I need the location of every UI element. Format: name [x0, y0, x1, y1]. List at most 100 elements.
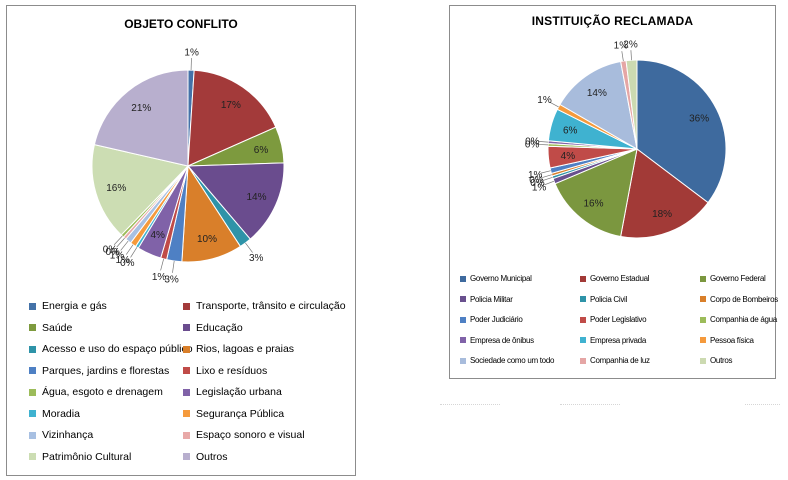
legend-label: Poder Judiciário — [470, 315, 523, 324]
legend-label: Companhia de água — [710, 315, 777, 324]
legend-label: Policia Civil — [590, 294, 627, 304]
legend-label: Companhia de luz — [590, 356, 650, 365]
leader-line — [172, 260, 175, 273]
legend-swatch — [183, 345, 190, 353]
slice-label: 14% — [587, 88, 607, 99]
legend-label: Outros — [710, 356, 733, 365]
leader-line — [540, 170, 551, 174]
slice-label: 36% — [689, 114, 709, 125]
legend-label: Transporte, trânsito e circulação — [196, 300, 346, 312]
legend-swatch — [183, 453, 190, 460]
chart-objeto-conflito: OBJETO CONFLITO 1% 17% 6% 14% 3% 10% 3% 1% 4% 0% 1… — [6, 5, 356, 476]
legend-swatch — [460, 275, 466, 282]
slice-label: 16% — [106, 183, 126, 194]
legend-item-governo-federal: Governo Federal — [700, 274, 766, 283]
slice-label: 0% — [530, 178, 545, 189]
pie-slice-sociedade-como-um-todo — [559, 60, 638, 150]
legend-swatch — [183, 324, 190, 331]
slice-label: 4% — [150, 230, 165, 241]
pie-slice-governo-municipal — [636, 59, 727, 204]
legend-swatch — [700, 296, 706, 302]
leader-line — [630, 50, 632, 61]
slice-label: 1% — [184, 48, 199, 59]
legend-swatch — [700, 275, 706, 282]
legend-swatch — [460, 316, 466, 323]
legend-label: Educação — [196, 321, 243, 334]
legend-item-companhia-de-agua: Companhia de água — [700, 315, 777, 324]
slice-label: 2% — [623, 40, 638, 51]
legend-swatch — [183, 388, 190, 396]
legend-swatch — [29, 302, 36, 310]
legend-item-moradia: Moradia — [29, 408, 80, 420]
legend-label: Empresa privada — [590, 335, 646, 345]
chart-title: OBJETO CONFLITO — [124, 17, 238, 31]
chart-instituicao-reclamada: INSTITUIÇÃO RECLAMADA 36% 18% 16% 1% 0% 0% 1% 4… — [449, 5, 778, 379]
slice-label: 6% — [254, 145, 269, 156]
slice-label: 0% — [529, 175, 544, 186]
slice-label: 4% — [561, 151, 576, 162]
legend-label: Parques, jardins e florestas — [42, 364, 170, 377]
slice-label: 0% — [525, 136, 540, 147]
legend-item-seguranca-publica: Segurança Pública — [183, 408, 284, 420]
legend-label: Empresa de ônibus — [470, 335, 534, 345]
legend-swatch — [700, 337, 706, 343]
leader-line — [113, 235, 123, 246]
legend-swatch — [183, 410, 190, 417]
legend-item-poder-judiciario: Poder Judiciário — [460, 315, 523, 324]
legend-swatch — [580, 357, 586, 364]
legend-item-companhia-de-luz: Companhia de luz — [580, 356, 650, 365]
legend-swatch — [580, 296, 586, 302]
legend-item-vizinhanca: Vizinhança — [29, 429, 93, 441]
legend-label: Água, esgoto e drenagem — [42, 386, 163, 398]
legend-label: Espaço sonoro e visual — [196, 429, 305, 441]
legend-item-acesso-e-uso-do-espaco-publico: Acesso e uso do espaço público — [29, 343, 193, 355]
legend-item-rios-lagoas-e-praias: Rios, lagoas e praias — [183, 343, 294, 355]
legend-swatch — [29, 453, 36, 460]
slice-label: 1% — [152, 272, 167, 283]
legend-swatch — [460, 357, 466, 364]
legend-item-saude: Saúde — [29, 322, 72, 334]
legend-label: Rios, lagoas e praias — [196, 343, 295, 355]
pie-slice-educacao — [186, 162, 285, 240]
legend-label: Governo Federal — [710, 274, 766, 283]
legend-label: Segurança Pública — [196, 407, 285, 420]
legend-swatch — [183, 302, 190, 310]
slice-label: 10% — [197, 234, 217, 245]
legend-item-lixo-e-residuos: Lixo e resíduos — [183, 365, 267, 377]
leader-line — [160, 258, 164, 271]
slice-label: 1% — [532, 182, 547, 193]
divider — [440, 404, 500, 406]
legend-item-espaco-sonoro-e-visual: Espaço sonoro e visual — [183, 429, 305, 441]
divider — [745, 404, 780, 406]
legend-item-agua-esgoto-e-drenagem: Água, esgoto e drenagem — [29, 386, 163, 398]
leader-line — [543, 176, 553, 181]
legend-item-patrimonio-cultural: Patrimônio Cultural — [29, 451, 131, 463]
leader-line — [245, 242, 253, 253]
legend-item-pessoa-fisica: Pessoa física — [700, 336, 754, 345]
leader-line — [542, 174, 552, 178]
legend-label: Governo Estadual — [590, 274, 650, 283]
legend-item-governo-estadual: Governo Estadual — [580, 274, 650, 283]
legend-label: Legislação urbana — [196, 386, 282, 398]
pie-slice-governo-estadual — [620, 148, 709, 239]
legend-item-corpo-de-bombeiros: Corpo de Bombeiros — [700, 295, 778, 304]
legend-item-policia-civil: Policia Civil — [580, 295, 627, 304]
legend-label: Vizinhança — [42, 429, 94, 441]
legend-item-outros: Outros — [700, 356, 733, 365]
leader-line — [125, 244, 134, 255]
pie-slice-governo-federal — [554, 148, 638, 238]
legend-label: Moradia — [42, 407, 80, 420]
slice-label: 0% — [103, 245, 118, 256]
slice-label: 18% — [652, 209, 672, 220]
legend-item-sociedade-como-um-todo: Sociedade como um todo — [460, 356, 554, 365]
slice-label: 0% — [105, 247, 120, 258]
leader-line — [544, 180, 555, 186]
legend-item-educacao: Educação — [183, 322, 243, 334]
slice-label: 1% — [116, 255, 131, 266]
pie-instituicao-reclamada: 36%18%16%1%0%0%1%4%0%0%6%1%14%1%2% — [525, 40, 727, 239]
legend-swatch — [29, 410, 36, 417]
legend-label: Sociedade como um todo — [470, 356, 555, 365]
legend-item-empresa-de-onibus: Empresa de ônibus — [460, 336, 534, 345]
legend-label: Pessoa física — [710, 335, 754, 345]
legend-label: Governo Municipal — [470, 274, 532, 283]
